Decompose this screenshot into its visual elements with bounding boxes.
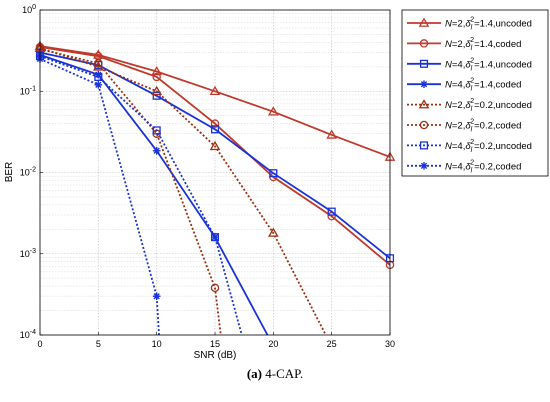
data-point [151,85,162,96]
y-tick-label: 100 [22,4,36,15]
x-tick-label: 25 [327,339,337,349]
data-point [94,81,103,89]
x-tick-label: 10 [152,339,162,349]
series-line [39,48,222,336]
y-tick-label: 10-4 [20,329,36,340]
legend-entry-7: N=4,δl2=0.2,uncoded [407,139,532,154]
legend-label: N=2,δl2=1.4,uncoded [445,17,532,32]
legend: N=2,δl2=1.4,uncoded N=2,δl2=1.4,coded N=4,… [401,9,549,177]
data-point [94,59,103,68]
series-line [39,45,391,158]
data-point [268,227,279,237]
series-line [39,46,391,266]
data-point [210,283,220,293]
data-point [209,85,221,96]
data-point [94,70,103,79]
legend-marker [419,59,429,68]
legend-entry-5: N=2,δl2=0.2,uncoded [407,98,532,113]
data-point [269,169,278,178]
legend-marker [419,120,429,130]
legend-entry-3: N=4,δl2=1.4,uncoded [407,57,532,72]
legend-marker [418,17,430,27]
legend-entry-4: N=4,δl2=1.4,coded [407,78,521,93]
x-tick-label: 20 [268,339,278,349]
data-point [152,126,161,135]
data-point [151,65,162,76]
series-line [39,51,391,260]
y-axis-ticks: 100 10-1 10-2 10-3 10-4 [20,4,43,340]
legend-label: N=2,δl2=0.2,uncoded [445,98,532,113]
legend-label: N=4,δl2=0.2,coded [445,159,521,174]
data-point [210,233,220,242]
data-point [152,72,161,82]
caption-label: (a) [246,366,262,381]
data-point [152,292,161,301]
legend-marker [418,99,430,109]
x-axis-ticks: 0 5 10 15 20 25 30 [37,332,395,349]
legend-label: N=4,δl2=1.4,coded [445,78,521,93]
x-tick-label: 5 [96,339,101,349]
series-line [39,55,243,336]
data-point [210,119,220,128]
x-tick-label: 30 [385,339,395,349]
x-tick-label: 15 [210,339,220,349]
legend-marker [420,80,428,88]
legend-entry-2: N=2,δl2=1.4,coded [407,37,521,52]
grid-lines [39,10,391,336]
legend-marker [419,141,429,150]
series-line [39,47,327,336]
legend-entry-6: N=2,δl2=0.2,coded [407,119,521,134]
legend-label: N=2,δl2=0.2,coded [445,119,521,134]
y-tick-label: 10-3 [20,248,36,259]
legend-label: N=4,δl2=1.4,uncoded [445,57,532,72]
caption-text: 4-CAP. [265,366,304,381]
data-point [326,129,337,139]
ber-chart: 0 5 10 15 20 25 30 100 10-1 10-2 10-3 10-4 SNR (dB… [4,4,549,361]
y-tick-label: 10-1 [20,85,36,96]
series-7 [35,52,243,336]
legend-marker [419,39,429,48]
series-line [39,58,160,336]
figure-caption: (a) 4-CAP. [0,366,550,382]
x-tick-label: 0 [37,339,42,349]
legend-entry-8: N=4,δl2=0.2,coded [407,159,521,174]
y-tick-label: 10-2 [20,167,36,178]
data-point [210,125,220,134]
x-axis-label: SNR (dB) [194,350,237,361]
data-point [94,72,103,81]
data-point [327,207,336,216]
y-axis-label: BER [4,162,15,183]
legend-entry-1: N=2,δl2=1.4,uncoded [407,17,532,32]
legend-label: N=2,δl2=1.4,coded [445,37,521,52]
data-point [209,140,221,151]
data-point [152,146,161,155]
data-point [93,49,104,59]
legend-label: N=4,δl2=0.2,uncoded [445,139,532,154]
data-point [268,106,279,116]
legend-marker [420,162,428,170]
